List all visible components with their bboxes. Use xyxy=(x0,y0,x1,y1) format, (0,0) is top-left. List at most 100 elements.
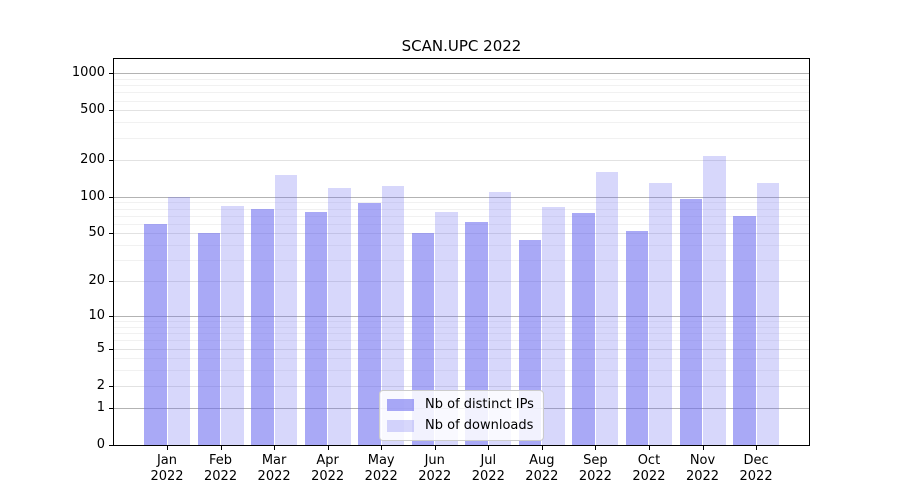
y-tick-mark xyxy=(109,445,114,446)
gridline-7 xyxy=(114,333,809,335)
gridline-20 xyxy=(114,281,809,283)
y-tick-mark xyxy=(109,196,114,198)
bar-mar-downloads xyxy=(274,174,298,445)
bar-nov-distinct-ips xyxy=(679,199,702,445)
y-tick-label-5: 5 xyxy=(96,340,105,356)
x-tick-mark xyxy=(327,446,329,450)
gridline-50 xyxy=(114,233,809,235)
x-tick-mark xyxy=(220,446,222,450)
x-tick-label-apr: Apr 2022 xyxy=(311,453,345,484)
y-tick-label-1000: 1000 xyxy=(71,65,105,81)
x-tick-label-sep: Sep 2022 xyxy=(578,453,612,484)
legend-row-downloads: Nb of downloads xyxy=(387,418,534,434)
y-tick-label-2: 2 xyxy=(96,377,105,393)
x-tick-mark xyxy=(756,446,758,450)
bar-sep-downloads xyxy=(595,171,619,445)
y-tick-label-0: 0 xyxy=(96,437,105,452)
y-tick-label-50: 50 xyxy=(88,225,105,241)
gridline-800 xyxy=(114,85,809,87)
gridline-10 xyxy=(114,315,809,317)
bar-jul-distinct-ips xyxy=(465,222,488,445)
chart-title: SCAN.UPC 2022 xyxy=(401,37,522,55)
gridline-4 xyxy=(114,358,809,360)
y-tick-mark xyxy=(109,159,114,161)
x-tick-mark xyxy=(702,446,704,450)
bar-jul-downloads xyxy=(488,191,512,445)
legend-row-distinct-ips: Nb of distinct IPs xyxy=(387,397,534,413)
gridline-400 xyxy=(114,122,809,124)
y-tick-label-200: 200 xyxy=(80,151,105,167)
gridline-900 xyxy=(114,78,809,80)
x-tick-label-aug: Aug 2022 xyxy=(525,453,559,484)
y-tick-mark xyxy=(109,407,114,409)
gridline-700 xyxy=(114,92,809,94)
y-tick-label-20: 20 xyxy=(88,273,105,289)
bar-dec-distinct-ips xyxy=(733,215,756,445)
y-tick-mark xyxy=(109,73,114,75)
gridline-80 xyxy=(114,208,809,210)
bar-oct-downloads xyxy=(649,182,672,445)
y-tick-mark xyxy=(109,281,114,283)
x-tick-label-dec: Dec 2022 xyxy=(739,453,773,484)
gridline-600 xyxy=(114,100,809,102)
bar-mar-distinct-ips xyxy=(251,208,274,445)
x-tick-mark xyxy=(595,446,597,450)
x-tick-mark xyxy=(274,446,276,450)
bar-apr-downloads xyxy=(328,187,351,445)
x-tick-label-oct: Oct 2022 xyxy=(632,453,666,484)
y-tick-label-500: 500 xyxy=(80,102,105,118)
x-tick-mark xyxy=(648,446,650,450)
y-tick-label-10: 10 xyxy=(88,307,105,323)
y-tick-mark xyxy=(109,110,114,112)
bar-jan-downloads xyxy=(167,196,190,445)
x-tick-label-jun: Jun 2022 xyxy=(418,453,452,484)
y-tick-mark xyxy=(109,315,114,317)
legend-label: Nb of downloads xyxy=(425,418,534,433)
x-tick-label-mar: Mar 2022 xyxy=(257,453,291,484)
legend-label: Nb of distinct IPs xyxy=(425,397,534,412)
x-tick-label-jan: Jan 2022 xyxy=(150,453,184,484)
y-tick-label-1: 1 xyxy=(96,399,105,415)
bar-feb-distinct-ips xyxy=(197,233,221,445)
gridline-3 xyxy=(114,370,809,372)
x-tick-mark xyxy=(167,446,168,450)
gridline-60 xyxy=(114,223,809,225)
x-tick-label-feb: Feb 2022 xyxy=(204,453,238,484)
bar-may-distinct-ips xyxy=(358,203,381,445)
gridline-200 xyxy=(114,159,809,161)
bar-jan-distinct-ips xyxy=(144,223,167,445)
x-tick-label-nov: Nov 2022 xyxy=(685,453,720,484)
y-tick-label-100: 100 xyxy=(80,188,105,204)
legend-swatch-icon xyxy=(387,420,414,432)
bar-aug-downloads xyxy=(542,207,565,445)
gridline-90 xyxy=(114,202,809,204)
y-tick-mark xyxy=(109,385,114,387)
y-tick-mark xyxy=(109,233,114,235)
x-tick-label-jul: Jul 2022 xyxy=(471,453,505,484)
gridline-5 xyxy=(114,348,809,350)
gridline-2 xyxy=(114,385,809,387)
gridline-1000 xyxy=(114,73,809,75)
gridline-300 xyxy=(114,137,809,139)
x-tick-mark xyxy=(541,446,543,450)
bar-may-downloads xyxy=(381,186,405,445)
gridline-40 xyxy=(114,245,809,247)
bar-apr-distinct-ips xyxy=(304,211,328,445)
x-tick-mark xyxy=(381,446,383,450)
gridline-8 xyxy=(114,326,809,328)
bar-nov-downloads xyxy=(703,155,726,445)
x-tick-mark xyxy=(488,446,490,450)
plot-area xyxy=(113,58,810,446)
x-tick-label-may: May 2022 xyxy=(364,453,398,484)
gridline-100 xyxy=(114,196,809,198)
bar-sep-distinct-ips xyxy=(572,213,595,445)
gridline-6 xyxy=(114,340,809,342)
gridline-70 xyxy=(114,215,809,217)
bar-oct-distinct-ips xyxy=(625,231,649,445)
x-tick-mark xyxy=(434,446,436,450)
y-tick-mark xyxy=(109,348,114,350)
gridline-9 xyxy=(114,321,809,323)
bar-feb-downloads xyxy=(221,205,244,445)
legend: Nb of distinct IPs Nb of downloads xyxy=(379,390,544,441)
